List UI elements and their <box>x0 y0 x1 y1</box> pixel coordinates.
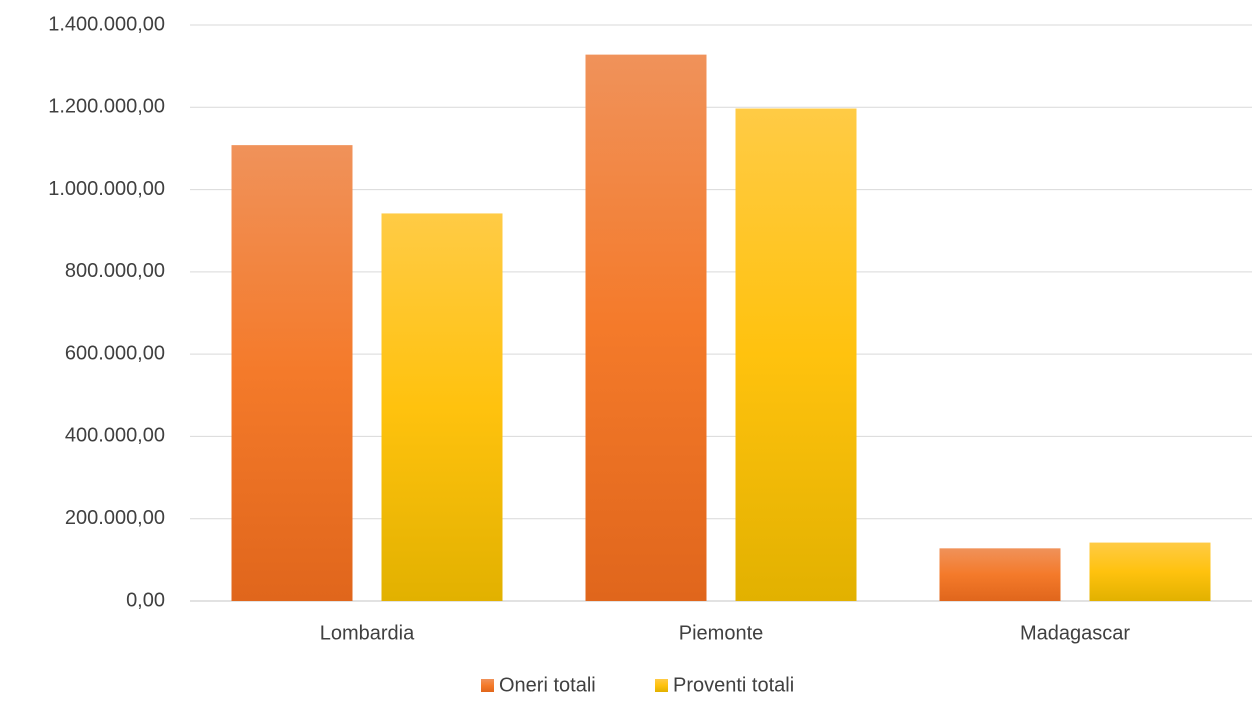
legend: Oneri totali Proventi totali <box>481 674 794 696</box>
x-category-label: Madagascar <box>1020 622 1130 644</box>
legend-label: Oneri totali <box>499 674 596 696</box>
y-tick-label: 800.000,00 <box>65 260 165 282</box>
bars <box>231 54 1211 602</box>
legend-label: Proventi totali <box>673 674 794 696</box>
bar-proventi-lombardia <box>381 213 503 602</box>
legend-swatch <box>481 679 494 692</box>
bar-oneri-piemonte <box>585 54 707 601</box>
y-tick-label: 1.400.000,00 <box>48 13 165 35</box>
gridlines <box>190 24 1252 602</box>
x-axis-category-labels: Lombardia Piemonte Madagascar <box>320 622 1131 644</box>
bar-oneri-madagascar <box>939 548 1061 601</box>
x-category-label: Piemonte <box>679 622 764 644</box>
y-tick-label: 0,00 <box>126 589 165 611</box>
y-tick-label: 1.000.000,00 <box>48 178 165 200</box>
y-tick-label: 200.000,00 <box>65 507 165 529</box>
bar-oneri-lombardia <box>231 145 353 601</box>
bar-proventi-madagascar <box>1089 542 1211 601</box>
y-tick-label: 600.000,00 <box>65 342 165 364</box>
y-tick-label: 400.000,00 <box>65 425 165 447</box>
y-axis-tick-labels: 0,00 200.000,00 400.000,00 600.000,00 800.00… <box>48 13 165 611</box>
bar-proventi-piemonte <box>735 108 857 602</box>
legend-swatch <box>655 679 668 692</box>
y-tick-label: 1.200.000,00 <box>48 96 165 118</box>
x-category-label: Lombardia <box>320 622 415 644</box>
